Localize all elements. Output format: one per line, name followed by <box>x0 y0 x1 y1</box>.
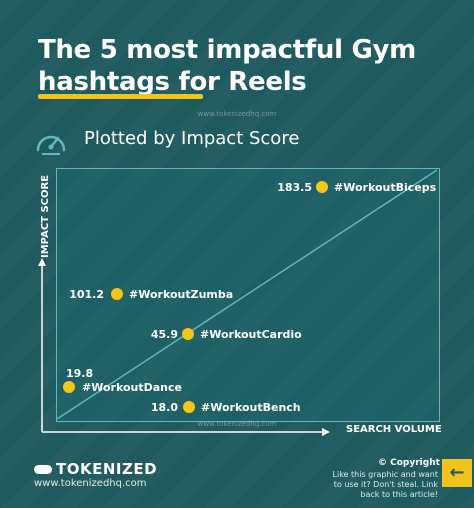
title-underline <box>38 94 203 99</box>
point-hashtag-label: #WorkoutBiceps <box>334 181 437 194</box>
footer-url[interactable]: www.tokenizedhq.com <box>34 478 147 489</box>
point-score-label: 183.5 <box>277 181 312 194</box>
title-line-1: The 5 most impactful Gym <box>38 35 416 65</box>
data-point <box>182 328 194 340</box>
point-hashtag-label: #WorkoutDance <box>82 381 182 394</box>
copyright-title: © Copyright <box>378 458 440 468</box>
title-line-2: hashtags for Reels <box>38 67 307 97</box>
brand-name: TOKENIZED <box>56 460 158 478</box>
data-point <box>63 381 75 393</box>
point-hashtag-label: #WorkoutZumba <box>129 288 233 301</box>
brand-logo[interactable]: TOKENIZED <box>34 460 157 478</box>
page-title: The 5 most impactful Gym hashtags for Re… <box>38 34 448 98</box>
data-point <box>316 181 328 193</box>
back-arrow-button[interactable]: ← <box>442 459 472 487</box>
point-score-label: 45.9 <box>151 328 178 341</box>
chart-subtitle: Plotted by Impact Score <box>84 128 300 149</box>
x-axis-arrowhead <box>322 428 330 436</box>
point-score-label: 19.8 <box>66 367 93 380</box>
point-score-label: 18.0 <box>151 401 178 414</box>
x-axis-label: SEARCH VOLUME <box>346 424 442 435</box>
watermark-bottom: www.tokenizedhq.com <box>197 420 277 428</box>
data-point <box>111 288 123 300</box>
copyright-text: Like this graphic and want to use it? Do… <box>332 470 438 499</box>
y-axis-label: IMPACT SCORE <box>40 175 51 258</box>
point-hashtag-label: #WorkoutBench <box>201 401 301 414</box>
y-axis-arrowhead <box>38 258 46 266</box>
point-score-label: 101.2 <box>69 288 104 301</box>
trend-diagonal <box>56 169 438 420</box>
svg-text:IMPACT SCORE: IMPACT SCORE <box>40 175 51 258</box>
watermark-top: www.tokenizedhq.com <box>197 110 277 118</box>
point-hashtag-label: #WorkoutCardio <box>200 328 302 341</box>
data-point <box>183 401 195 413</box>
logo-pill-icon <box>34 465 52 474</box>
gauge-icon <box>36 135 66 155</box>
